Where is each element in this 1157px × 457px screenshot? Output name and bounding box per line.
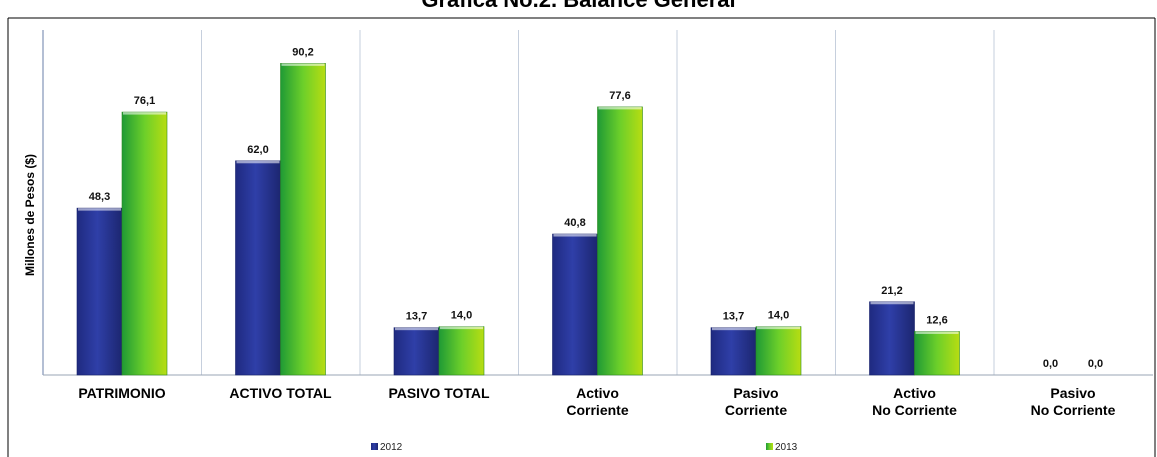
category-label-3: Activo xyxy=(576,385,619,401)
category-label-0: PATRIMONIO xyxy=(78,385,165,401)
bar-highlight xyxy=(915,331,959,334)
bar-2012-2 xyxy=(393,327,440,376)
value-label-2012-4: 13,7 xyxy=(723,311,744,323)
legend-swatch-2013 xyxy=(766,443,773,450)
bar-highlight xyxy=(440,326,483,330)
bar-highlight xyxy=(236,160,280,164)
category-label-1: ACTIVO TOTAL xyxy=(229,385,332,401)
bar-highlight xyxy=(123,112,166,115)
bar-2013-1 xyxy=(280,63,326,376)
category-label-5: No Corriente xyxy=(872,402,957,418)
value-label-2012-0: 48,3 xyxy=(89,191,110,203)
value-label-2013-1: 90,2 xyxy=(292,46,313,58)
bar-2012-3 xyxy=(552,233,598,376)
legend-label-2012: 2012 xyxy=(380,442,403,453)
bar-highlight xyxy=(78,208,121,211)
bar-highlight xyxy=(553,234,597,237)
category-label-4: Pasivo xyxy=(733,385,778,401)
bar-2013-0 xyxy=(121,111,168,376)
value-label-2012-1: 62,0 xyxy=(247,144,268,156)
value-label-2013-3: 77,6 xyxy=(609,90,630,102)
bar-highlight xyxy=(395,327,438,331)
value-label-2012-2: 13,7 xyxy=(406,311,427,323)
legend-label-2013: 2013 xyxy=(775,442,798,453)
bar-highlight xyxy=(598,106,642,110)
category-label-4: Corriente xyxy=(725,402,787,418)
category-label-6: Pasivo xyxy=(1050,385,1095,401)
value-label-2013-0: 76,1 xyxy=(134,95,155,107)
value-label-2012-3: 40,8 xyxy=(564,217,585,229)
value-label-2013-4: 14,0 xyxy=(768,310,789,322)
bar-highlight xyxy=(281,63,325,66)
bar-2013-2 xyxy=(438,326,485,376)
bar-2012-4 xyxy=(710,327,757,376)
bar-2012-1 xyxy=(235,160,281,376)
bar-highlight xyxy=(757,326,800,330)
value-label-2013-5: 12,6 xyxy=(926,314,947,326)
legend: 2012 2013 xyxy=(371,442,798,453)
value-label-2013-2: 14,0 xyxy=(451,310,472,322)
bar-2013-3 xyxy=(597,106,643,376)
chart-title: Grafica No.2. Balance General xyxy=(0,0,1157,13)
category-label-5: Activo xyxy=(893,385,936,401)
bar-2013-5 xyxy=(914,331,960,376)
category-label-2: PASIVO TOTAL xyxy=(388,385,490,401)
category-label-3: Corriente xyxy=(566,402,628,418)
value-label-2012-5: 21,2 xyxy=(881,285,902,297)
bar-highlight xyxy=(712,327,755,331)
category-label-6: No Corriente xyxy=(1031,402,1116,418)
value-label-2013-6: 0,0 xyxy=(1088,358,1103,370)
value-label-2012-6: 0,0 xyxy=(1043,358,1058,370)
legend-swatch-2012 xyxy=(371,443,378,450)
bar-highlight xyxy=(870,301,914,305)
y-axis-label: Millones de Pesos ($) xyxy=(23,154,37,276)
bar-2012-5 xyxy=(869,301,915,376)
bar-2012-0 xyxy=(76,207,123,376)
bar-2013-4 xyxy=(755,326,802,376)
